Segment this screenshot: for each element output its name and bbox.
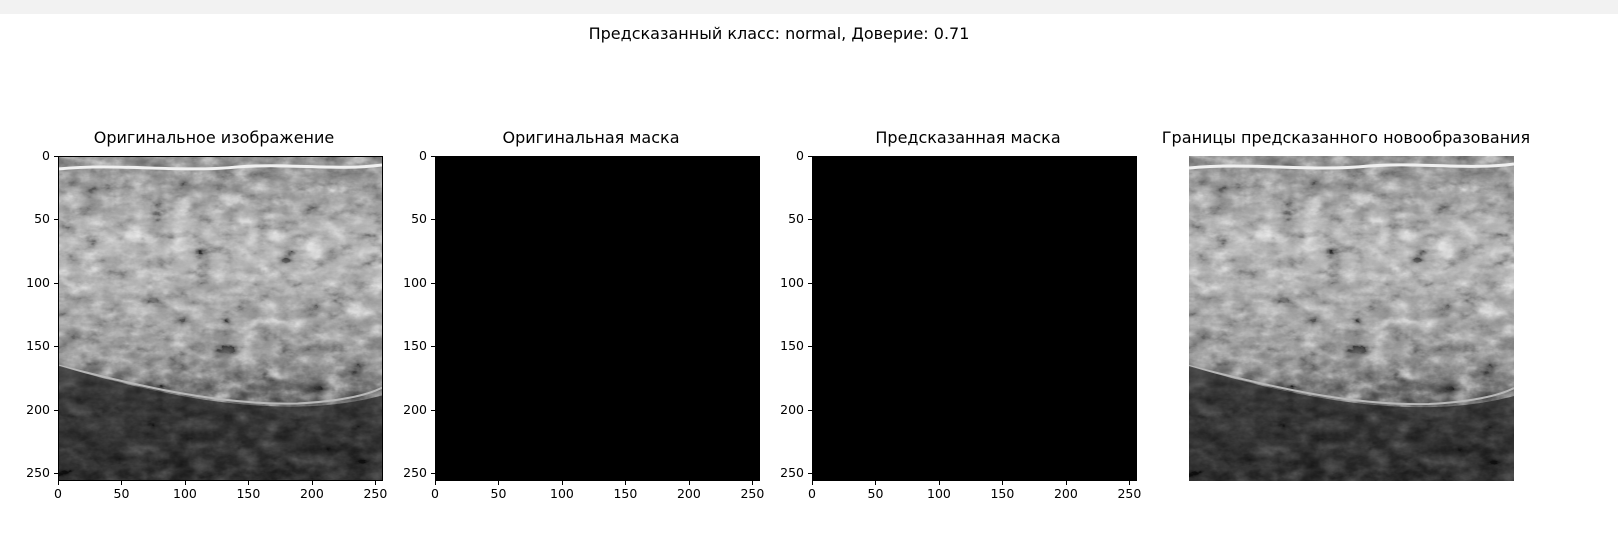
boundaries-image-plot (1189, 156, 1514, 481)
panel-title-predicted-mask: Предсказанная маска (875, 128, 1061, 147)
x-tick-label: 150 (613, 486, 638, 501)
y-tick-mark (54, 473, 58, 475)
y-tick-mark (808, 282, 812, 284)
x-tick-mark (375, 481, 377, 485)
x-tick-label: 0 (431, 486, 439, 501)
x-tick-mark (248, 481, 250, 485)
y-tick-mark (54, 219, 58, 221)
y-tick-label: 150 (780, 338, 804, 354)
x-tick-mark (1129, 481, 1131, 485)
y-tick-mark (431, 346, 435, 348)
x-tick-label: 50 (113, 486, 130, 501)
x-tick-mark (1002, 481, 1004, 485)
x-tick-label: 250 (1117, 486, 1142, 501)
y-tick-mark (808, 219, 812, 221)
y-tick-label: 50 (411, 211, 427, 227)
x-tick-label: 250 (740, 486, 765, 501)
y-tick-mark (54, 346, 58, 348)
x-tick-label: 150 (990, 486, 1015, 501)
y-tick-label: 50 (788, 211, 804, 227)
window-top-strip (0, 0, 1618, 14)
panel-title-original-mask: Оригинальная маска (502, 128, 680, 147)
x-tick-mark (121, 481, 123, 485)
y-tick-mark (808, 409, 812, 411)
x-tick-mark (311, 481, 313, 485)
x-tick-label: 100 (173, 486, 197, 501)
x-tick-label: 50 (490, 486, 507, 501)
x-tick-label: 200 (676, 486, 701, 501)
x-tick-label: 50 (867, 486, 884, 501)
y-tick-label: 250 (26, 465, 50, 481)
y-tick-label: 0 (42, 148, 50, 163)
panel-title-predicted-boundaries: Границы предсказанного новообразования (1161, 128, 1531, 147)
y-tick-mark (808, 346, 812, 348)
x-tick-label: 0 (54, 486, 62, 501)
y-tick-mark (54, 282, 58, 284)
y-tick-mark (431, 473, 435, 475)
x-tick-mark (625, 481, 627, 485)
y-tick-label: 200 (403, 401, 427, 417)
y-tick-mark (54, 156, 58, 157)
y-tick-label: 50 (34, 211, 50, 227)
y-tick-mark (431, 409, 435, 411)
x-tick-mark (58, 481, 59, 485)
x-tick-label: 150 (236, 486, 261, 501)
y-tick-mark (808, 156, 812, 157)
y-tick-mark (54, 409, 58, 411)
x-tick-mark (498, 481, 500, 485)
predicted-mask-plot (812, 156, 1137, 481)
y-tick-label: 200 (780, 401, 804, 417)
x-tick-label: 100 (550, 486, 574, 501)
y-tick-label: 0 (419, 148, 427, 163)
y-tick-mark (808, 473, 812, 475)
x-tick-label: 0 (808, 486, 816, 501)
original-mask-plot (435, 156, 760, 481)
x-tick-label: 250 (363, 486, 388, 501)
y-tick-label: 250 (403, 465, 427, 481)
x-tick-label: 200 (1053, 486, 1078, 501)
figure-suptitle: Предсказанный класс: normal, Доверие: 0.… (588, 24, 970, 43)
y-tick-mark (431, 282, 435, 284)
x-tick-mark (688, 481, 690, 485)
y-tick-mark (431, 219, 435, 221)
y-tick-label: 200 (26, 401, 50, 417)
x-tick-mark (938, 481, 940, 485)
x-tick-mark (561, 481, 563, 485)
x-tick-mark (1065, 481, 1067, 485)
y-tick-label: 250 (780, 465, 804, 481)
y-tick-label: 0 (796, 148, 804, 163)
y-tick-label: 100 (780, 274, 804, 290)
y-tick-label: 150 (26, 338, 50, 354)
x-tick-mark (184, 481, 186, 485)
x-tick-mark (435, 481, 436, 485)
y-tick-label: 100 (26, 274, 50, 290)
x-tick-mark (752, 481, 754, 485)
x-tick-mark (812, 481, 813, 485)
x-tick-label: 100 (927, 486, 951, 501)
panel-title-original-image: Оригинальное изображение (93, 128, 335, 147)
ultrasound-image-overlay (1189, 156, 1514, 481)
x-tick-mark (875, 481, 877, 485)
ultrasound-image (59, 157, 382, 480)
y-tick-label: 150 (403, 338, 427, 354)
original-image-plot (58, 156, 383, 481)
y-tick-label: 100 (403, 274, 427, 290)
y-tick-mark (431, 156, 435, 157)
x-tick-label: 200 (299, 486, 324, 501)
